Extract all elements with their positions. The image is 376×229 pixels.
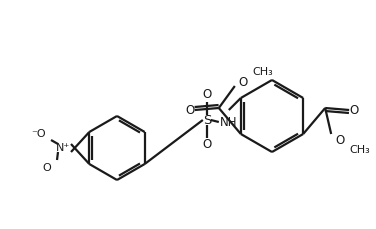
Text: O: O	[239, 76, 248, 90]
Text: O: O	[185, 104, 194, 117]
Text: O: O	[42, 163, 52, 173]
Text: CH₃: CH₃	[253, 67, 274, 77]
Text: O: O	[202, 88, 211, 101]
Text: O: O	[202, 139, 211, 152]
Text: N⁺: N⁺	[56, 143, 70, 153]
Text: O: O	[335, 134, 344, 147]
Text: ⁻O: ⁻O	[32, 129, 46, 139]
Text: CH₃: CH₃	[349, 145, 370, 155]
Text: O: O	[350, 104, 359, 117]
Text: S: S	[203, 114, 211, 126]
Text: NH: NH	[220, 115, 238, 128]
